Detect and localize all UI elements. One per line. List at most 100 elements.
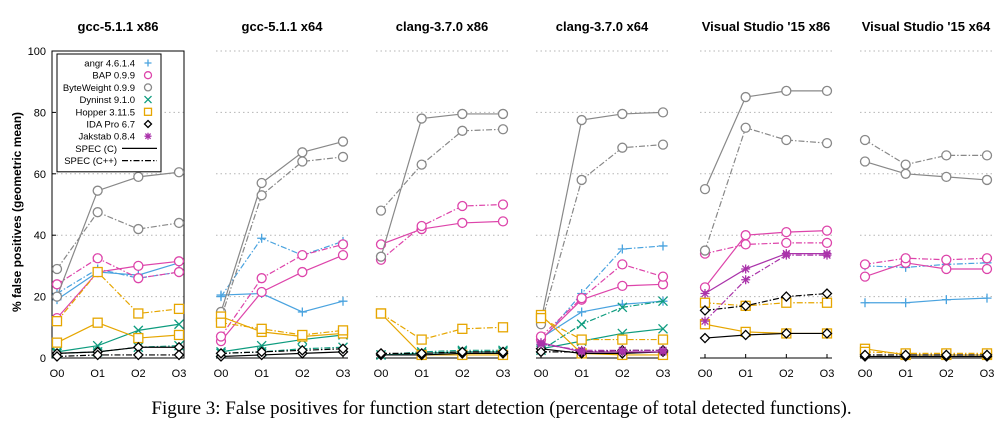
data-point [740,122,751,133]
series-line [56,346,179,354]
series-line [220,348,344,354]
data-point [699,183,711,195]
series-hopper-cpp [535,312,669,345]
data-point [216,292,226,302]
data-point [297,156,308,167]
panel-title: clang-3.7.0 x86 [396,19,489,34]
panel-4: Visual Studio '15 x86 O0 O1 O2 O3 [698,19,835,380]
data-point [699,245,711,256]
series-line [380,313,503,356]
data-point [780,291,792,303]
data-point [900,253,911,264]
data-point [617,345,627,355]
series-byteweight-c [699,85,833,195]
series-ida-cpp [859,349,993,361]
data-point [617,302,628,313]
series-line [540,111,664,322]
data-point [297,147,308,158]
data-point [741,275,751,285]
legend-asterisk-icon [144,132,152,140]
series-hopper-cpp [215,317,349,341]
series-line [56,323,180,353]
y-tick-label: 80 [34,107,46,119]
data-point [337,325,349,336]
series-line [541,349,663,353]
data-point [982,293,992,303]
legend-circle-icon [143,71,153,80]
data-point [859,271,871,282]
data-point [859,156,871,167]
series-bap-cpp [375,199,509,265]
series-byteweight-cpp [535,139,669,330]
y-tick-label: 60 [34,169,46,181]
data-point [657,139,669,150]
series-ida-cpp [699,288,833,316]
series-ida-cpp [51,349,185,362]
data-point [941,171,952,183]
x-tick-label: O0 [534,368,549,380]
data-point [51,316,63,327]
data-point [133,260,144,272]
data-point [457,323,468,334]
series-ida-cpp [375,346,509,359]
data-point [576,334,587,345]
series-line [380,312,504,341]
series-line [56,354,179,358]
data-point [416,334,427,345]
x-tick-label: O3 [496,368,511,380]
data-point [174,319,184,330]
series-ida-c [699,328,833,344]
legend-label: SPEC (C) [75,144,117,155]
figure-chart: % false positives (geometric mean) gcc-5… [10,19,994,380]
series-line [704,253,827,295]
figure-caption: Figure 3: False positives for function s… [151,398,852,419]
data-point [576,114,587,126]
data-point [536,339,546,349]
data-point [297,266,308,278]
series-byteweight-c [375,108,509,262]
data-point [338,296,348,306]
data-point [297,307,307,317]
series-line [56,260,180,319]
panel-title: gcc-5.1.1 x86 [78,19,159,34]
series-line [704,302,827,307]
panel-title: gcc-5.1.1 x64 [242,19,324,34]
data-point [92,349,104,361]
series-angr-c [52,258,184,305]
series-bap-cpp [699,237,833,259]
data-point [657,271,669,282]
data-point [173,349,185,361]
x-tick-label: O0 [858,368,873,380]
series-line [864,139,987,166]
data-point [297,329,308,341]
series-line [540,263,664,337]
series-line [540,144,664,325]
x-tick-label: O0 [698,368,713,380]
series-hopper-c [51,317,185,348]
series-line [704,332,827,339]
data-point [256,190,267,201]
legend-label: SPEC (C++) [64,156,117,167]
data-point [940,349,952,361]
data-point [617,108,628,120]
series-line [380,128,504,212]
series-line [56,322,180,344]
series-byteweight-cpp [51,207,185,275]
series-line [864,262,988,269]
series-line [540,343,663,351]
x-tick-label: O2 [131,368,146,380]
data-point [781,237,792,249]
data-point [173,266,185,278]
data-point [740,91,751,103]
series-line [704,323,827,335]
series-byteweight-c [215,136,349,318]
series-line [220,254,344,342]
series-line [540,348,664,354]
data-point [700,316,710,326]
data-point [51,263,63,275]
series-angr-c [216,289,348,317]
series-dyninst-c [52,319,184,357]
series-line [56,262,180,301]
series-line [220,237,344,297]
data-point [256,273,267,284]
